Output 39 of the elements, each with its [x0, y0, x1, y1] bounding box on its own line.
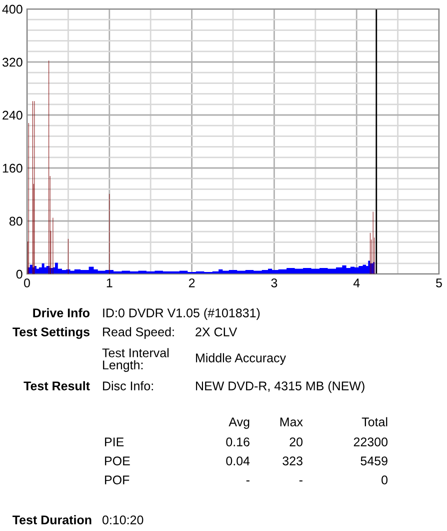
text: Max [280, 418, 303, 426]
x-tick-label: 5 [436, 278, 442, 288]
text: Read Speed: [103, 327, 174, 339]
text: 22300 [354, 438, 388, 446]
text: 0.04 [226, 456, 250, 466]
text: Total [362, 417, 388, 426]
x-tick-label: 3 [271, 278, 278, 288]
text: Disc Info: [103, 381, 153, 390]
y-tick-label: 400 [2, 4, 22, 14]
text: Avg [228, 418, 250, 429]
text: 323 [282, 456, 302, 466]
text: 20 [290, 438, 303, 446]
text: NEW DVD-R, 4315 MB (NEW) [196, 381, 364, 393]
y-tick-label: 80 [9, 216, 22, 226]
text: Test Duration [12, 515, 92, 524]
text: Test Result [24, 381, 90, 390]
x-tick-label: 0 [24, 278, 30, 288]
text: - [246, 480, 250, 482]
x-tick-label: 4 [353, 278, 360, 288]
text: 0.16 [226, 438, 250, 446]
text: 0 [382, 476, 388, 484]
text: POE [105, 456, 130, 466]
y-tick-label: 320 [2, 58, 22, 67]
text: 5459 [360, 456, 388, 466]
x-tick-label: 2 [188, 278, 195, 288]
text: Test Interval Length: [102, 348, 169, 372]
text: Test Settings [12, 327, 90, 339]
text: - [299, 480, 302, 482]
text: Middle Accuracy [196, 353, 286, 365]
x-tick-label: 1 [106, 278, 112, 288]
text: 0:10:20 [102, 516, 144, 524]
y-tick-label: 0 [16, 270, 22, 279]
text: ID:0 DVDR V1.05 (#101831) [103, 308, 260, 320]
y-tick-label: 160 [2, 164, 22, 173]
text: 2X CLV [196, 328, 238, 336]
text: PIE [105, 438, 124, 446]
y-tick-label: 240 [2, 110, 22, 120]
text: POF [105, 476, 130, 484]
text: Drive Info [33, 308, 90, 318]
